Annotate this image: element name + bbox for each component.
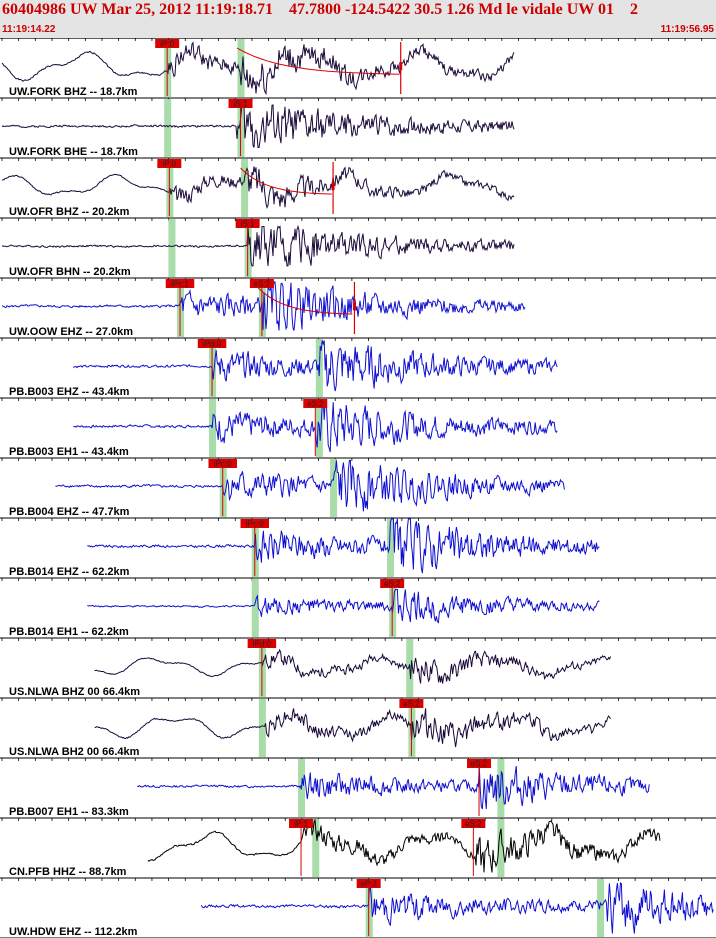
pick-label: eS:2: [471, 760, 488, 769]
trace-label: PB.B007 EH1 -- 83.3km: [9, 806, 129, 818]
event-title: 60404986 UW Mar 25, 2012 11:19:18.71 47.…: [2, 1, 638, 18]
trace-label: UW.OOW EHZ -- 27.0km: [9, 326, 133, 338]
theoretical-arrival-band: [330, 459, 338, 517]
pick-label: iS:1: [234, 100, 248, 109]
trace-label: UW.OFR BHZ -- 20.2km: [9, 206, 130, 218]
pick-label: eS:2: [384, 580, 401, 589]
trace-label: UW.OFR BHN -- 20.2km: [9, 266, 131, 278]
seismogram-panel: iP:0 UW.FORK BHZ -- 18.7km iS:1 UW.FORK BHE…: [0, 38, 716, 938]
trace-label: PB.B004 EHZ -- 47.7km: [9, 506, 130, 518]
trace-label: UW.HDW EHZ -- 112.2km: [9, 926, 138, 938]
coda-fit-curve: [240, 167, 332, 195]
pick-flag: [467, 759, 492, 768]
pick-label: iPc:0: [214, 460, 232, 469]
trace-label: PB.B003 EHZ -- 43.4km: [9, 386, 130, 398]
pick-label: iS:1: [241, 220, 255, 229]
time-start: 11:19:14.22: [2, 24, 56, 35]
waveform: [147, 818, 661, 873]
trace-label: US.NLWA BH2 00 66.4km: [9, 746, 140, 758]
waveform: [1, 166, 515, 210]
waveform: [87, 589, 600, 624]
pick-flag: [247, 639, 277, 648]
pick-label: eS:2: [403, 700, 420, 709]
header: 60404986 UW Mar 25, 2012 11:19:18.71 47.…: [0, 0, 716, 39]
pick-flag: [240, 519, 270, 528]
pick-flag: [197, 339, 227, 348]
pick-flag: [289, 819, 314, 828]
pick-label: eP:2: [360, 880, 377, 889]
trace-label: US.NLWA BHZ 00 66.4km: [9, 686, 140, 698]
pick-flag: [399, 699, 424, 708]
pick-label: eS:2: [465, 820, 482, 829]
pick-label: eS:2: [254, 280, 271, 289]
theoretical-arrival-band: [164, 99, 172, 157]
coda-fit-curve: [236, 47, 400, 75]
pick-flag: [208, 459, 237, 468]
waveform: [55, 459, 565, 512]
waveform: [200, 882, 714, 934]
waveform: [72, 340, 558, 392]
pick-flag: [356, 879, 381, 888]
coda-fit-curve: [257, 287, 353, 315]
pick-flag: [157, 159, 182, 168]
coda-end-tab: [399, 62, 403, 71]
trace-label: PB.B014 EHZ -- 62.2km: [9, 566, 130, 578]
pick-label: iPd:0: [203, 340, 222, 349]
waveform: [1, 224, 515, 267]
pick-flag: [380, 579, 405, 588]
theoretical-arrival-band: [237, 39, 245, 97]
pick-flag: [155, 39, 180, 48]
pick-label: iP:0: [160, 40, 174, 49]
trace-label: CN.PFB HHZ -- 88.7km: [9, 866, 127, 878]
trace-label: PB.B014 EH1 -- 62.2km: [9, 626, 129, 638]
pick-label: eS:2: [307, 400, 324, 409]
theoretical-arrival-band: [258, 699, 266, 757]
pick-label: iPd:0: [253, 640, 272, 649]
pick-flag: [303, 399, 328, 408]
pick-label: iP:1: [294, 820, 308, 829]
coda-end-tab: [331, 182, 335, 191]
theoretical-arrival-band: [597, 879, 605, 937]
pick-label: iPc:0: [246, 520, 264, 529]
theoretical-arrival-band: [312, 819, 320, 877]
pick-flag: [235, 219, 260, 228]
waveform: [1, 281, 526, 331]
pick-flag: [461, 819, 486, 828]
theoretical-arrival-band: [168, 219, 176, 277]
trace-label: UW.FORK BHE -- 18.7km: [9, 146, 138, 158]
time-end: 11:19:56.95: [660, 24, 714, 35]
theoretical-arrival-band: [251, 579, 259, 637]
pick-label: iPc:1: [171, 280, 189, 289]
waveform: [87, 518, 600, 574]
theoretical-arrival-band: [387, 519, 395, 577]
waveform: [1, 103, 515, 148]
pick-flag: [249, 279, 274, 288]
trace-label: UW.FORK BHZ -- 18.7km: [9, 86, 138, 98]
coda-end-tab: [352, 302, 356, 311]
waveform: [94, 648, 612, 684]
theoretical-arrival-band: [241, 159, 249, 217]
pick-flag: [228, 99, 253, 108]
waveform: [94, 708, 611, 748]
pick-label: iP:0: [162, 160, 176, 169]
theoretical-arrival-band: [251, 519, 259, 577]
pick-flag: [165, 279, 195, 288]
waveform: [136, 766, 650, 810]
theoretical-arrival-band: [497, 819, 505, 877]
waveform: [1, 41, 515, 96]
trace-label: PB.B003 EH1 -- 43.4km: [9, 446, 129, 458]
